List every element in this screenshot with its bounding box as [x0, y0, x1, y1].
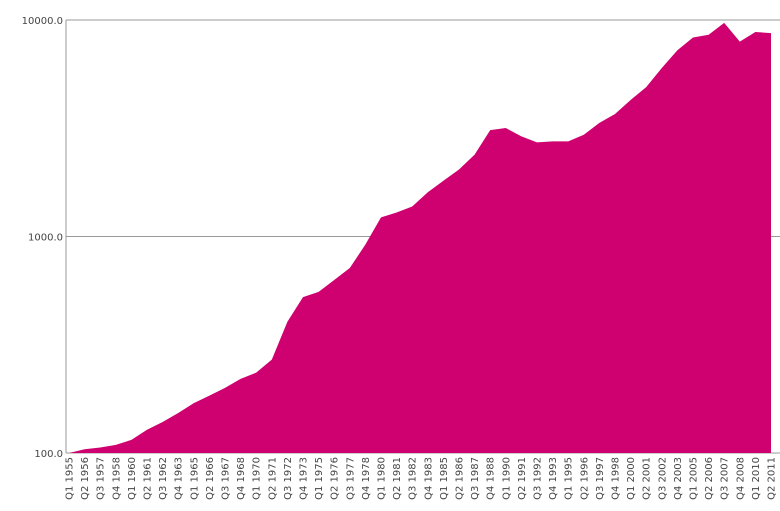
y-tick-label: 10000.0 [22, 16, 63, 27]
x-tick-label: Q1 2000 [626, 457, 637, 500]
x-tick-label: Q3 1977 [345, 457, 356, 500]
x-tick-label: Q2 1981 [392, 457, 403, 500]
x-tick-label: Q2 1956 [80, 457, 91, 500]
x-tick-label: Q4 1983 [423, 457, 434, 500]
x-tick-label: Q3 1987 [470, 457, 481, 500]
x-tick-label: Q4 2003 [673, 457, 684, 500]
x-tick-label: Q3 1967 [221, 457, 232, 500]
x-tick-label: Q2 2011 [767, 457, 778, 500]
x-tick-label: Q3 1972 [283, 457, 294, 500]
x-tick-label: Q1 1975 [314, 457, 325, 500]
x-tick-label: Q1 1990 [501, 457, 512, 500]
x-tick-label: Q1 1995 [564, 457, 575, 500]
x-tick-label: Q3 1982 [408, 457, 419, 500]
x-tick-label: Q4 1968 [236, 457, 247, 500]
x-tick-label: Q2 1966 [205, 457, 216, 500]
x-tick-label: Q1 1980 [377, 457, 388, 500]
x-tick-label: Q4 1988 [486, 457, 497, 500]
x-tick-label: Q1 1970 [252, 457, 263, 500]
x-tick-label: Q2 2006 [704, 457, 715, 500]
x-tick-label: Q1 2005 [689, 457, 700, 500]
x-tick-label: Q2 2001 [642, 457, 653, 500]
x-tick-label: Q2 1961 [143, 457, 154, 500]
x-tick-label: Q2 1991 [517, 457, 528, 500]
x-tick-label: Q1 1965 [189, 457, 200, 500]
x-tick-label: Q1 2010 [751, 457, 762, 500]
x-tick-label: Q2 1996 [579, 457, 590, 500]
x-tick-label: Q2 1986 [455, 457, 466, 500]
x-tick-label: Q3 2002 [657, 457, 668, 500]
x-tick-label: Q2 1976 [330, 457, 341, 500]
x-tick-label: Q3 1997 [595, 457, 606, 500]
y-tick-label: 100.0 [34, 449, 63, 460]
x-tick-label: Q4 1998 [611, 457, 622, 500]
area [69, 22, 771, 453]
x-tick-label: Q2 1971 [267, 457, 278, 500]
x-tick-label: Q3 2007 [720, 457, 731, 500]
x-tick-label: Q1 1960 [127, 457, 138, 500]
x-tick-label: Q4 1993 [548, 457, 559, 500]
x-tick-label: Q4 1973 [299, 457, 310, 500]
y-tick-label: 1000.0 [28, 233, 63, 244]
x-tick-label: Q3 1957 [96, 457, 107, 500]
x-tick-label: Q4 2008 [735, 457, 746, 500]
x-tick-label: Q1 1985 [439, 457, 450, 500]
x-tick-label: Q4 1958 [111, 457, 122, 500]
x-tick-label: Q3 1962 [158, 457, 169, 500]
x-tick-label: Q4 1978 [361, 457, 372, 500]
x-tick-label: Q4 1963 [174, 457, 185, 500]
x-tick-label: Q1 1955 [65, 457, 76, 500]
x-tick-label: Q3 1992 [533, 457, 544, 500]
